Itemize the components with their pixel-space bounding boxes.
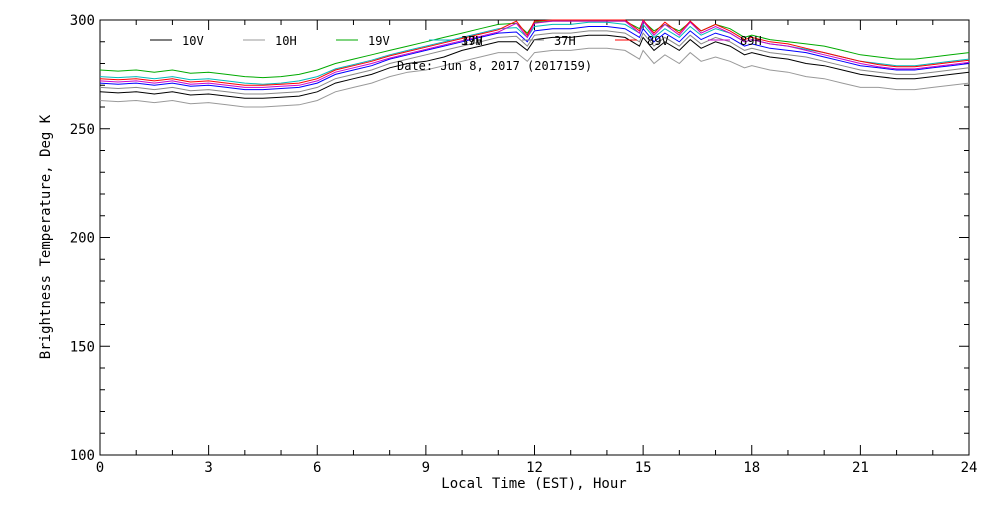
x-tick-label: 21 <box>852 460 869 476</box>
x-tick-label: 9 <box>422 460 430 476</box>
y-tick-label: 250 <box>70 122 95 138</box>
legend-label-89v: 89V <box>647 34 669 48</box>
y-tick-label: 300 <box>70 13 95 29</box>
legend-label-10v: 10V <box>182 34 204 48</box>
legend-label-19h: 19H <box>461 34 483 48</box>
x-tick-label: 6 <box>313 460 321 476</box>
y-tick-label: 100 <box>70 448 95 464</box>
x-tick-label: 12 <box>526 460 543 476</box>
legend-label-37v: 37V <box>461 34 483 48</box>
series-line-37h <box>99 30 970 95</box>
series-line-19h <box>99 26 970 91</box>
series-layer <box>99 18 970 108</box>
y-tick-label: 150 <box>70 339 95 355</box>
legend-label-37h: 37H <box>554 34 576 48</box>
date-annotation: Date: Jun 8, 2017 (2017159) <box>397 59 592 73</box>
x-tick-label: 15 <box>635 460 652 476</box>
axis-ticks: 0 3 6 9 12 15 18 21 24 100 150 200 250 300 <box>70 13 978 476</box>
x-tick-label: 24 <box>961 460 978 476</box>
series-line-10h <box>99 47 970 108</box>
x-tick-label: 18 <box>743 460 760 476</box>
series-line-89h <box>99 20 970 88</box>
legend-label-89h: 89H <box>740 34 762 48</box>
x-tick-label: 3 <box>204 460 212 476</box>
series-line-37v <box>99 21 970 85</box>
legend-label-19v: 19V <box>368 34 390 48</box>
y-tick-label: 200 <box>70 231 95 247</box>
legend-label-10h: 10H <box>275 34 297 48</box>
y-axis-label: Brightness Temperature, Deg K <box>38 114 54 359</box>
x-tick-label: 0 <box>96 460 104 476</box>
series-line-10v <box>99 34 970 99</box>
x-axis-label: Local Time (EST), Hour <box>441 476 626 492</box>
series-line-89v <box>99 18 970 86</box>
